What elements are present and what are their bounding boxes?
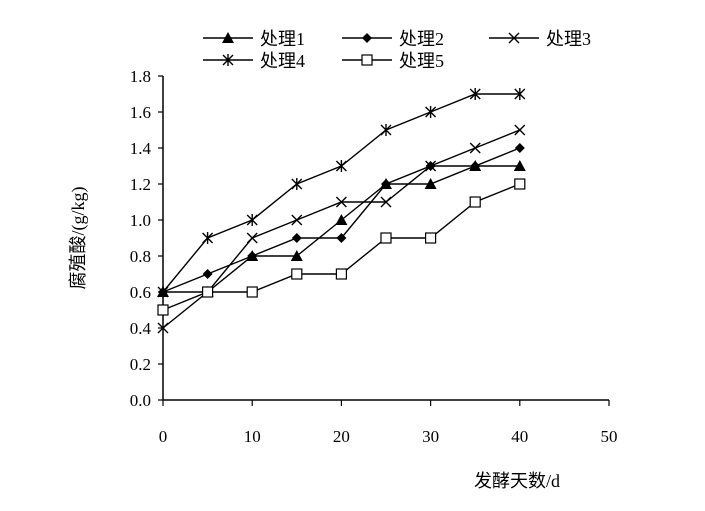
diamond-marker <box>514 143 525 153</box>
y-tick-label: 0.4 <box>130 319 152 338</box>
asterisk-marker <box>291 178 303 190</box>
legend-item-0: 处理1 <box>203 29 305 49</box>
triangle-marker <box>335 214 348 225</box>
asterisk-marker <box>469 88 481 100</box>
y-ticks: 0.0 0.2 0.4 0.6 0.8 1.0 1.2 1.4 1.6 1.8 <box>130 67 163 410</box>
y-tick-label: 1.0 <box>130 211 151 230</box>
x-marker <box>380 196 392 208</box>
legend-label: 处理5 <box>399 51 444 71</box>
square-marker <box>361 54 373 66</box>
y-tick-label: 1.2 <box>130 175 151 194</box>
axes <box>162 76 609 401</box>
diamond-marker <box>381 179 391 189</box>
series-line <box>162 93 520 293</box>
legend-label: 处理2 <box>399 29 444 49</box>
legend-label: 处理3 <box>546 29 591 49</box>
diamond-marker <box>202 269 213 279</box>
x-tick-label: 10 <box>244 427 261 446</box>
series-layer <box>157 88 526 334</box>
asterisk-marker <box>335 160 347 172</box>
legend-item-3: 处理4 <box>203 51 305 71</box>
y-tick-label: 0.2 <box>130 355 151 374</box>
series-5 <box>157 178 526 316</box>
x-marker <box>508 32 520 44</box>
y-tick-label: 0.8 <box>130 247 151 266</box>
x-marker <box>157 322 169 334</box>
asterisk-marker <box>425 106 437 118</box>
x-marker <box>425 160 437 172</box>
square-marker <box>157 304 169 316</box>
square-marker <box>291 268 303 280</box>
y-tick-label: 1.8 <box>130 67 151 86</box>
legend-label: 处理4 <box>260 51 305 71</box>
diamond-marker <box>291 233 302 243</box>
x-marker <box>469 142 481 154</box>
series-4 <box>157 88 526 298</box>
y-axis-title: 腐殖酸/(g/kg) <box>67 187 89 290</box>
x-tick-label: 20 <box>333 427 350 446</box>
y-tick-label: 0.0 <box>130 391 151 410</box>
x-marker <box>291 214 303 226</box>
square-marker <box>335 268 347 280</box>
asterisk-marker <box>222 54 234 66</box>
x-tick-label: 50 <box>601 427 618 446</box>
diamond-marker <box>362 33 372 43</box>
x-tick-label: 0 <box>159 427 168 446</box>
legend-item-2: 处理3 <box>489 29 591 49</box>
x-tick-label: 40 <box>511 427 528 446</box>
y-tick-label: 1.4 <box>130 139 152 158</box>
triangle-marker <box>513 160 526 171</box>
x-axis-title: 发酵天数/d <box>474 471 560 491</box>
x-marker <box>335 196 347 208</box>
square-marker <box>514 178 526 190</box>
square-marker <box>246 286 258 298</box>
diamond-marker <box>247 251 258 261</box>
triangle-marker <box>424 178 437 189</box>
square-marker <box>202 286 214 298</box>
y-tick-label: 1.6 <box>130 103 151 122</box>
asterisk-marker <box>380 124 392 136</box>
asterisk-marker <box>514 88 526 100</box>
x-marker <box>514 124 526 136</box>
diamond-marker <box>336 233 347 243</box>
asterisk-marker <box>246 214 258 226</box>
legend-label: 处理1 <box>260 29 305 49</box>
triangle-marker <box>290 250 303 261</box>
x-marker <box>246 232 258 244</box>
triangle-marker <box>222 32 234 43</box>
square-marker <box>425 232 437 244</box>
y-tick-label: 0.6 <box>130 283 151 302</box>
asterisk-marker <box>157 286 169 298</box>
asterisk-marker <box>202 232 214 244</box>
x-tick-label: 30 <box>422 427 439 446</box>
square-marker <box>380 232 392 244</box>
square-marker <box>469 196 481 208</box>
series-line <box>162 129 521 329</box>
x-ticks: 0 10 20 30 40 50 <box>159 400 618 446</box>
legend: 处理1 处理2 处理3 处理4 处理5 <box>203 29 591 71</box>
legend-item-4: 处理5 <box>342 51 444 71</box>
legend-item-1: 处理2 <box>342 29 444 49</box>
series-3 <box>157 124 526 334</box>
diamond-marker <box>470 161 481 171</box>
